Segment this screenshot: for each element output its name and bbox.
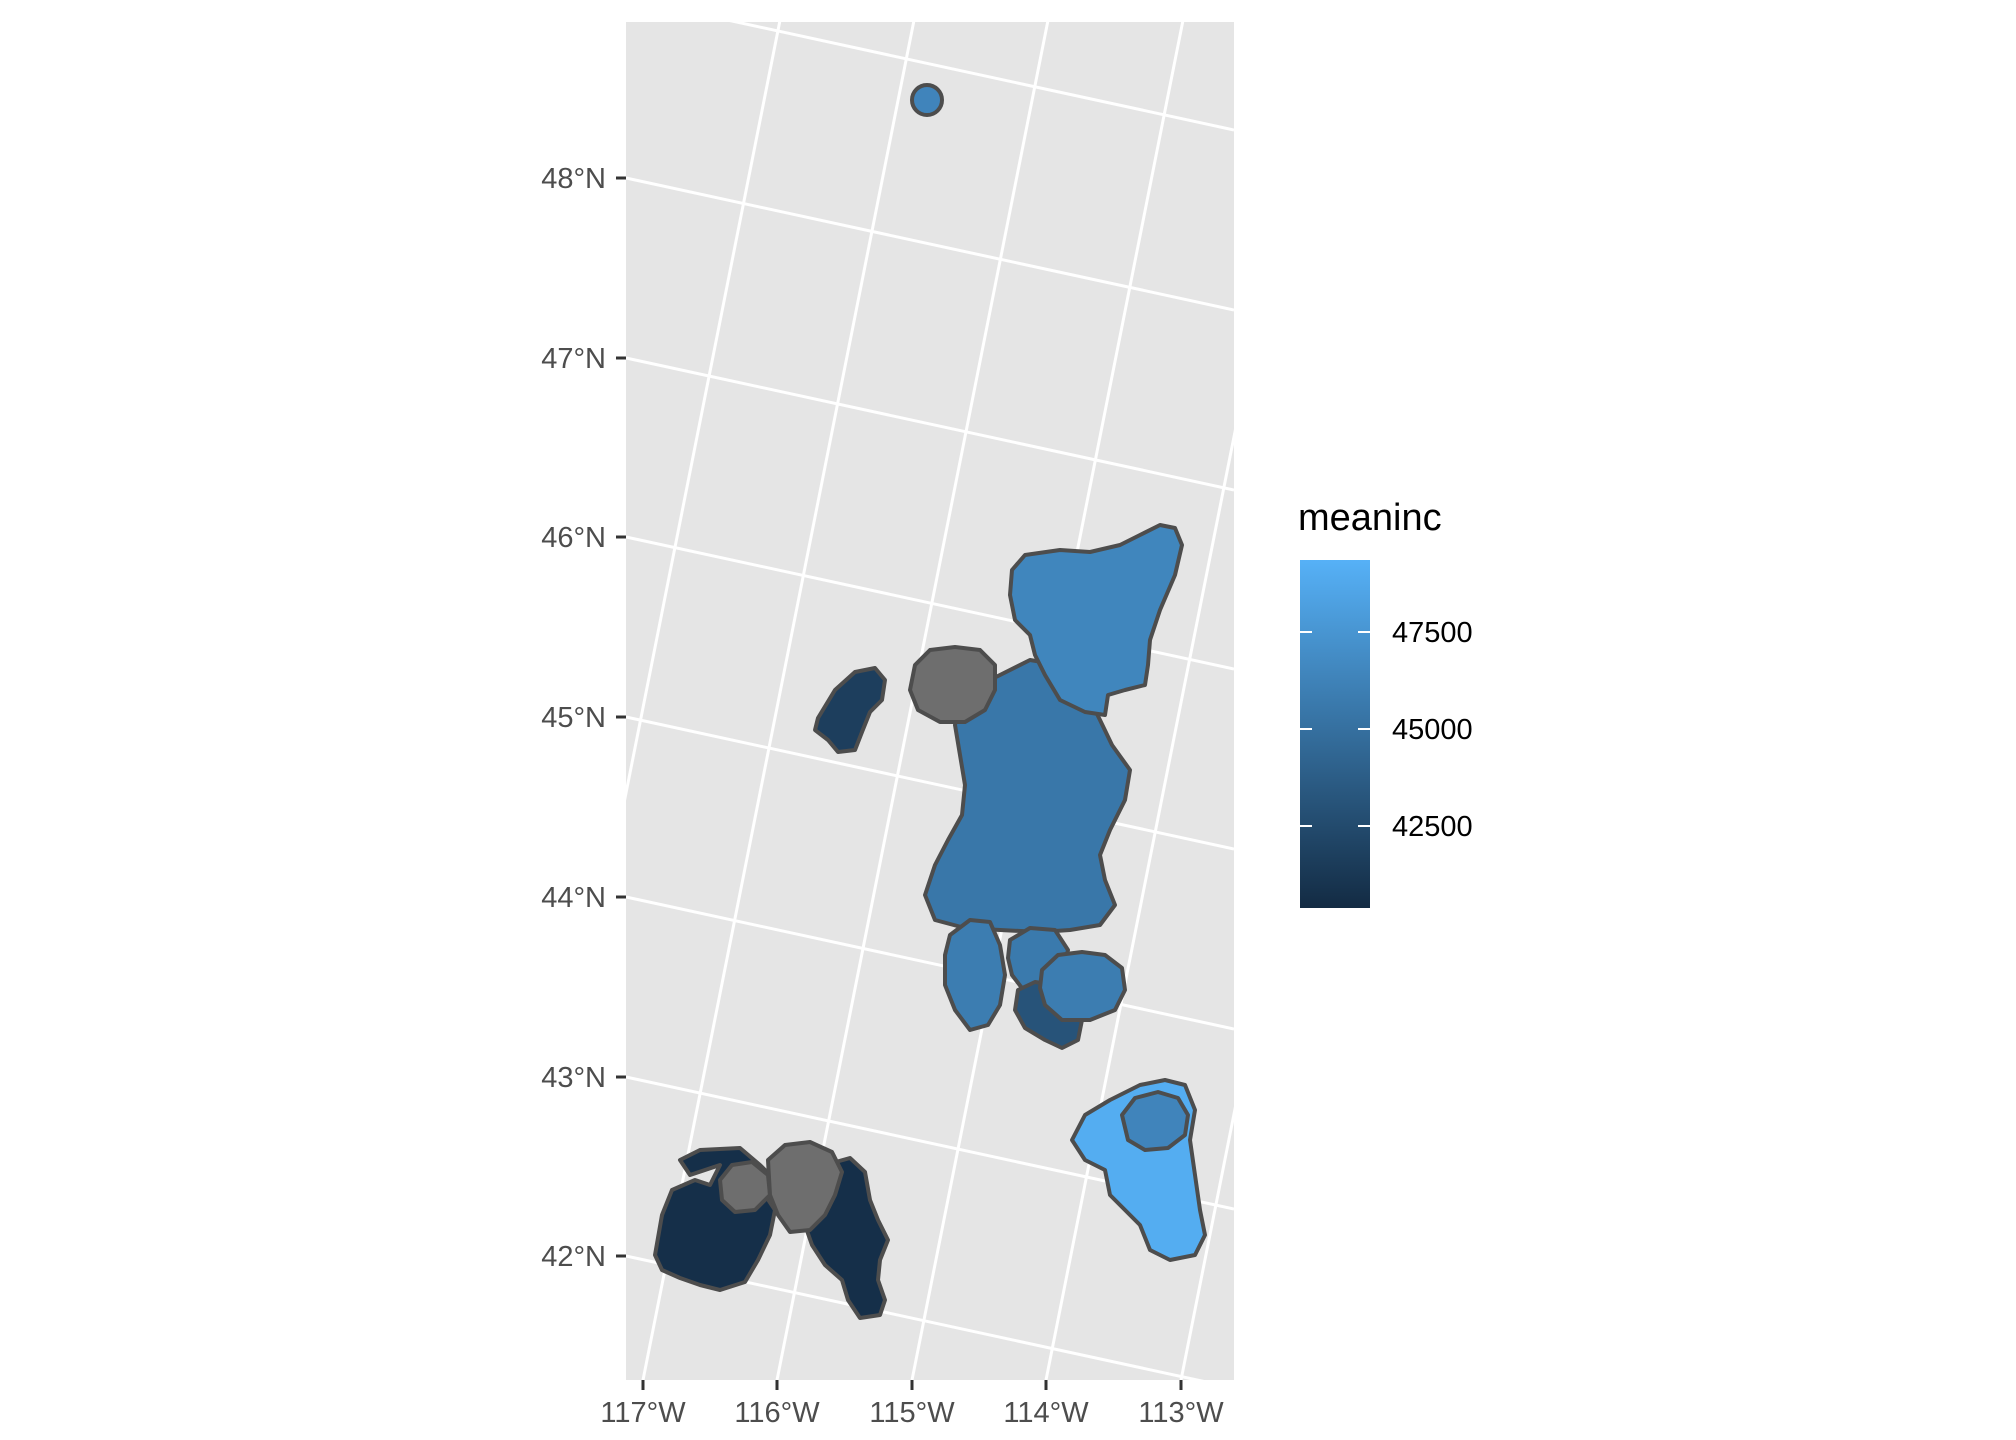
graticule-lat-48n [626,176,1234,312]
graticule-lat-49n [729,22,1234,132]
region-west-small [813,666,887,754]
region-south-right-small [1038,950,1127,1022]
legend-label-42500: 42500 [1392,811,1473,843]
graticule-lon-118w [626,22,782,801]
y-tick-label-43n: 43°N [541,1062,606,1094]
regions [653,83,1207,1320]
legend-label-47500: 47500 [1392,617,1473,649]
x-tick-label-114w: 114°W [1003,1397,1089,1429]
y-tick-label-42n: 42°N [541,1241,606,1273]
region-south-left-small [943,918,1007,1032]
y-tick-label-48n: 48°N [541,163,606,195]
region-gray-center [908,645,997,724]
x-tick-label-113w: 113°W [1138,1397,1224,1429]
y-axis: 48°N 47°N 46°N 45°N 44°N 43°N 42°N [541,163,626,1273]
graticule-lat-47n [626,356,1234,492]
y-tick-label-47n: 47°N [541,343,606,375]
region-north-dot [910,83,944,117]
legend-colorbar [1300,560,1370,908]
graticule-lat-44n [626,895,1234,1031]
legend: meaninc 47500 45000 42500 [1298,497,1473,908]
x-tick-label-115w: 115°W [869,1397,955,1429]
region-southwest-gray-2 [766,1140,844,1234]
region-southwest-gray [718,1160,772,1214]
region-southeast-inner [1120,1090,1190,1152]
graticule-lon-117w [641,22,916,1380]
x-tick-label-116w: 116°W [734,1397,820,1429]
graticule-lat-45n [626,715,1234,851]
y-tick-label-46n: 46°N [541,522,606,554]
legend-title: meaninc [1298,497,1442,539]
y-tick-label-45n: 45°N [541,702,606,734]
x-tick-label-117w: 117°W [600,1397,686,1429]
x-axis: 117°W 116°W 115°W 114°W 113°W [600,1380,1224,1429]
legend-label-45000: 45000 [1392,714,1473,746]
graticule-lon-116w [775,22,1050,1380]
graticule-lon-113w [1179,1106,1234,1380]
y-tick-label-44n: 44°N [541,882,606,914]
region-northeast-large [1008,523,1184,717]
